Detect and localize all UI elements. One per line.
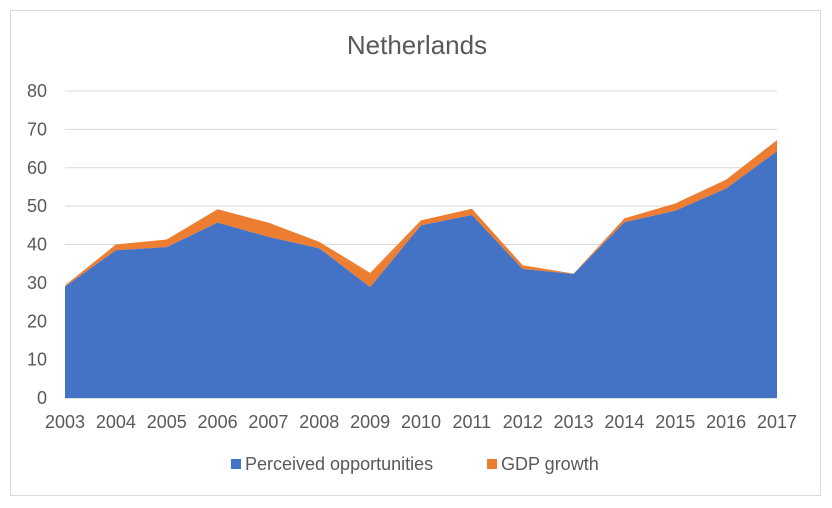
- x-tick-label: 2010: [401, 412, 441, 432]
- y-tick-label: 60: [27, 158, 47, 178]
- x-tick-label: 2014: [604, 412, 644, 432]
- y-axis-ticks: 0 10 20 30 40 50 60 70 80: [27, 81, 47, 408]
- y-tick-label: 50: [27, 196, 47, 216]
- x-tick-label: 2003: [45, 412, 85, 432]
- area-series: [65, 140, 777, 398]
- y-tick-label: 80: [27, 81, 47, 101]
- y-tick-label: 30: [27, 273, 47, 293]
- y-tick-label: 40: [27, 235, 47, 255]
- y-tick-label: 70: [27, 119, 47, 139]
- x-tick-label: 2016: [706, 412, 746, 432]
- x-tick-label: 2009: [350, 412, 390, 432]
- x-tick-label: 2015: [655, 412, 695, 432]
- legend-swatch: [231, 459, 241, 469]
- x-tick-label: 2005: [147, 412, 187, 432]
- legend-swatch: [487, 459, 497, 469]
- x-tick-label: 2007: [248, 412, 288, 432]
- series-area-perceived-opportunities: [65, 151, 777, 398]
- x-tick-label: 2008: [299, 412, 339, 432]
- legend-label: Perceived opportunities: [245, 454, 433, 474]
- x-tick-label: 2004: [96, 412, 136, 432]
- x-tick-label: 2013: [554, 412, 594, 432]
- y-tick-label: 10: [27, 350, 47, 370]
- legend: Perceived opportunities GDP growth: [231, 454, 599, 474]
- x-tick-label: 2012: [503, 412, 543, 432]
- x-tick-label: 2017: [757, 412, 797, 432]
- chart-title: Netherlands: [347, 30, 487, 60]
- x-tick-label: 2011: [452, 412, 491, 432]
- legend-label: GDP growth: [501, 454, 599, 474]
- y-tick-label: 0: [37, 388, 47, 408]
- x-tick-label: 2006: [198, 412, 238, 432]
- y-tick-label: 20: [27, 311, 47, 331]
- x-axis-ticks: 2003 2004 2005 2006 2007 2008 2009 2010 2011 2012…: [45, 412, 797, 432]
